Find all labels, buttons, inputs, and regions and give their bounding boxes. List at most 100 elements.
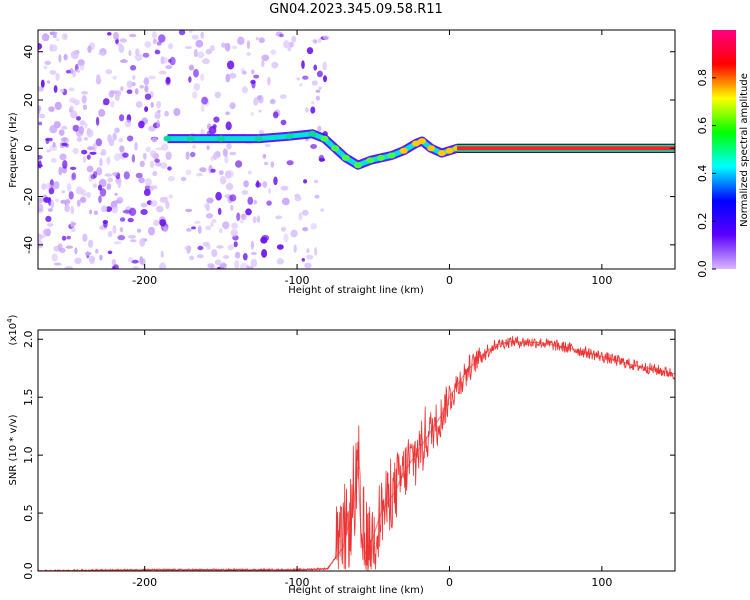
noise-blob [104, 173, 113, 177]
noise-blob [143, 77, 150, 86]
ridge-point [186, 135, 195, 142]
noise-blob [210, 222, 214, 228]
noise-blob [252, 216, 257, 224]
noise-blob [291, 35, 297, 43]
ridge-point [320, 135, 329, 142]
noise-blob [107, 177, 113, 183]
ridge-point [445, 147, 454, 154]
noise-blob [290, 229, 298, 238]
noise-blob [65, 143, 69, 148]
ridge-point [376, 154, 385, 161]
noise-blob [53, 121, 61, 129]
noise-blob [49, 31, 58, 36]
noise-blob [98, 108, 106, 117]
noise-blob [165, 65, 173, 69]
noise-blob [82, 104, 87, 111]
noise-blob [286, 160, 294, 166]
noise-blob [251, 80, 256, 89]
noise-blob [95, 116, 100, 126]
noise-blob [149, 160, 155, 169]
noise-blob [65, 200, 71, 204]
noise-blob [222, 221, 230, 230]
noise-blob [156, 41, 162, 46]
y-tick-label: 20 [22, 93, 35, 107]
noise-blob [144, 106, 149, 112]
noise-blob [112, 225, 117, 234]
noise-blob [293, 244, 297, 253]
noise-blob [205, 225, 212, 231]
noise-blob [55, 198, 60, 203]
noise-blob [230, 229, 239, 237]
spectrogram-x-label: Height of straight line (km) [288, 285, 424, 296]
noise-blob [225, 121, 232, 131]
noise-blob [221, 42, 226, 48]
noise-blob [161, 143, 169, 151]
noise-blob [165, 76, 171, 84]
noise-blob [272, 111, 279, 119]
noise-blob [70, 50, 79, 60]
noise-blob [106, 156, 111, 165]
noise-blob [305, 107, 309, 113]
noise-blob [239, 219, 244, 224]
noise-blob [122, 209, 131, 214]
noise-blob [229, 72, 237, 79]
noise-blob [87, 146, 95, 151]
noise-blob [119, 227, 124, 233]
noise-blob [106, 183, 112, 191]
noise-blob [70, 224, 75, 228]
noise-blob [69, 105, 74, 112]
noise-blob [86, 192, 91, 198]
noise-blob [113, 241, 122, 245]
noise-blob [262, 181, 268, 188]
noise-blob [241, 86, 248, 94]
noise-blob [152, 171, 158, 177]
noise-blob [247, 196, 254, 205]
noise-blob [150, 101, 154, 108]
x-tick-label: -100 [285, 274, 310, 287]
noise-blob [134, 88, 139, 95]
ridge-point [399, 147, 408, 154]
noise-blob [267, 76, 271, 86]
noise-blob [164, 196, 169, 205]
noise-blob [111, 259, 117, 266]
noise-blob [96, 167, 103, 176]
noise-blob [46, 80, 51, 84]
noise-blob [65, 69, 71, 74]
noise-blob [303, 179, 308, 184]
noise-blob [242, 253, 248, 261]
noise-blob [195, 39, 204, 48]
noise-blob [38, 113, 46, 119]
noise-blob [213, 152, 218, 161]
colorbar-tick-label: 0.2 [696, 212, 709, 230]
x-tick-label: 0 [446, 576, 453, 589]
noise-blob [61, 33, 68, 41]
noise-blob [229, 194, 237, 202]
noise-blob [281, 197, 290, 206]
snr-frame [37, 329, 676, 572]
noise-blob [140, 209, 148, 215]
noise-blob [48, 106, 55, 112]
noise-blob [239, 262, 248, 269]
noise-blob [258, 109, 262, 113]
y-tick-label: 0.0 [22, 562, 35, 580]
noise-blob [233, 241, 238, 248]
noise-blob [180, 176, 187, 182]
noise-blob [310, 106, 316, 114]
noise-blob [209, 45, 215, 52]
noise-blob [92, 142, 97, 152]
y-tick-label: 1.0 [22, 446, 35, 464]
noise-blob [86, 154, 91, 160]
noise-blob [132, 266, 140, 269]
noise-blob [227, 244, 234, 251]
noise-blob [266, 200, 272, 206]
noise-blob [40, 79, 45, 88]
noise-blob [49, 44, 53, 52]
noise-blob [231, 222, 239, 230]
noise-blob [102, 219, 109, 225]
noise-blob [225, 182, 234, 191]
noise-blob [110, 90, 118, 94]
noise-blob [214, 91, 221, 99]
y-tick-label: 40 [22, 45, 35, 59]
noise-blob [65, 245, 74, 249]
